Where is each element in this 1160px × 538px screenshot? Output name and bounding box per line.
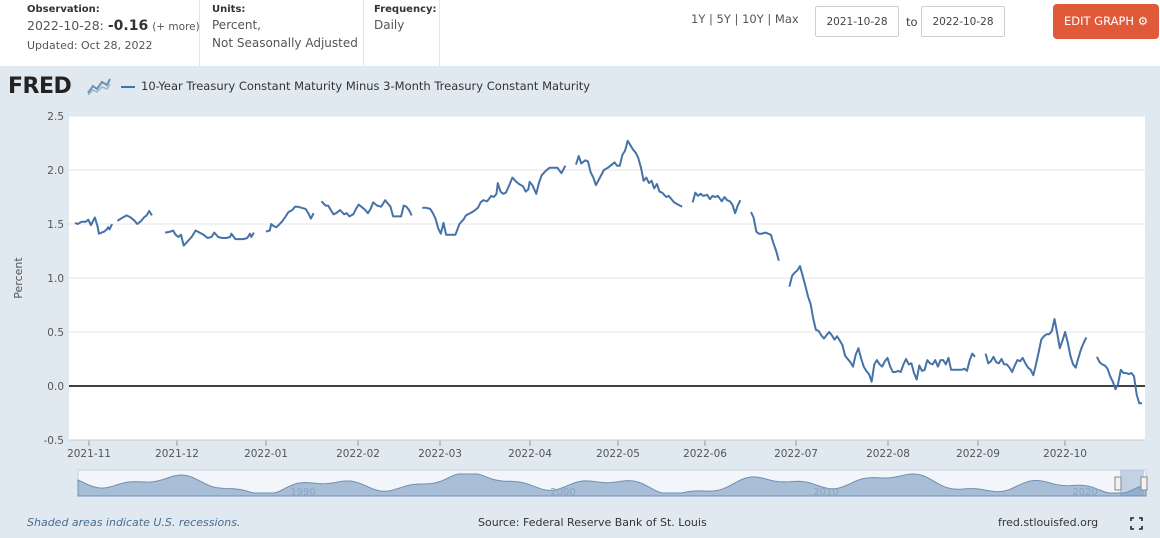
range-5y[interactable]: 5Y [716,12,731,26]
y-tick-label: 1.5 [47,219,64,231]
date-to-label: to [906,15,918,29]
chart-area[interactable]: 2.5 2.0 1.5 1.0 0.5 0.0 -0.5 Percent 2021-11 2021… [0,100,1160,508]
series-line [788,265,976,383]
legend-swatch [121,85,135,88]
range-sep: | [709,12,713,26]
x-tick-label: 2021-12 [155,448,199,460]
observation-label: Observation: [27,4,100,15]
gear-icon: ⚙ [1137,14,1149,28]
series-line [1096,356,1142,405]
frequency-label: Frequency: [374,4,437,15]
range-sep: | [734,12,739,26]
navigator-area [77,473,1147,497]
x-tick-label: 2021-11 [67,448,111,460]
units-label: Units: [212,4,246,15]
series-line [265,205,315,233]
updated-date: Updated: Oct 28, 2022 [27,39,153,52]
y-axis-title: Percent [12,257,25,299]
chart-line-icon [87,76,111,96]
series-line [116,210,153,225]
range-sep: | [767,12,772,26]
observation-number: -0.16 [107,18,149,34]
series-line [320,199,413,218]
range-selector: 1Y | 5Y | 10Y | Max [691,12,799,26]
start-date-input[interactable]: 2021-10-28 [815,6,899,37]
y-tick-label: -0.5 [44,435,65,447]
units-line1: Percent, [212,18,261,32]
navigator-handle-left[interactable] [1114,476,1122,491]
x-tick-label: 2022-01 [244,448,288,460]
range-10y[interactable]: 10Y [742,12,764,26]
x-tick-label: 2022-05 [596,448,640,460]
frequency-box: Frequency: Daily [364,0,440,66]
y-tick-label: 2.5 [47,111,64,123]
navigator-label: 2020 [1072,487,1097,498]
series-line [984,318,1088,377]
site-link[interactable]: fred.stlouisfed.org [998,516,1099,529]
y-tick-label: 2.0 [47,165,64,177]
navigator-label: 1990 [290,487,315,498]
source-note: Source: Federal Reserve Bank of St. Loui… [478,516,707,529]
y-tick-label: 1.0 [47,273,64,285]
y-tick-label: 0.5 [47,327,64,339]
observation-value: 2022-10-28: -0.16 (+ more) [27,18,200,34]
y-tick-label: 0.0 [47,381,64,393]
legend-label: 10-Year Treasury Constant Maturity Minus… [141,79,591,93]
x-tick-label: 2022-04 [508,448,552,460]
x-tick-label: 2022-10 [1043,448,1087,460]
navigator-handle-right[interactable] [1140,476,1148,491]
x-tick-label: 2022-07 [774,448,818,460]
end-date-input[interactable]: 2022-10-28 [921,6,1005,37]
range-max[interactable]: Max [774,12,799,26]
series-line [691,191,742,215]
edit-graph-button[interactable]: EDIT GRAPH ⚙ [1053,4,1159,39]
x-tick-label: 2022-02 [336,448,380,460]
x-tick-label: 2022-03 [418,448,462,460]
navigator-label: 2010 [813,487,838,498]
x-tick-label: 2022-06 [683,448,727,460]
observation-header: Observation: 2022-10-28: -0.16 (+ more) … [0,0,1160,66]
series-line [422,165,567,236]
fullscreen-icon[interactable] [1130,517,1143,530]
x-tick-label: 2022-09 [956,448,1000,460]
navigator-label: 2000 [550,487,575,498]
series-line [575,139,683,208]
edit-graph-label: EDIT GRAPH [1063,14,1135,28]
chart-legend: 10-Year Treasury Constant Maturity Minus… [121,79,590,93]
series-line [164,229,255,247]
units-line2: Not Seasonally Adjusted [212,36,358,50]
navigator-selection[interactable] [1120,470,1144,496]
frequency-value: Daily [374,18,405,32]
series-line [750,211,780,261]
series-line [74,216,114,235]
x-tick-label: 2022-08 [866,448,910,460]
observation-more-link[interactable]: (+ more) [152,21,200,33]
units-box: Units: Percent, Not Seasonally Adjusted [200,0,364,66]
recession-note: Shaded areas indicate U.S. recessions. [27,516,241,529]
fred-logo[interactable]: FRED [8,74,72,99]
observation-date: 2022-10-28: [27,18,104,33]
range-1y[interactable]: 1Y [691,12,706,26]
observation-box: Observation: 2022-10-28: -0.16 (+ more) … [0,0,200,66]
